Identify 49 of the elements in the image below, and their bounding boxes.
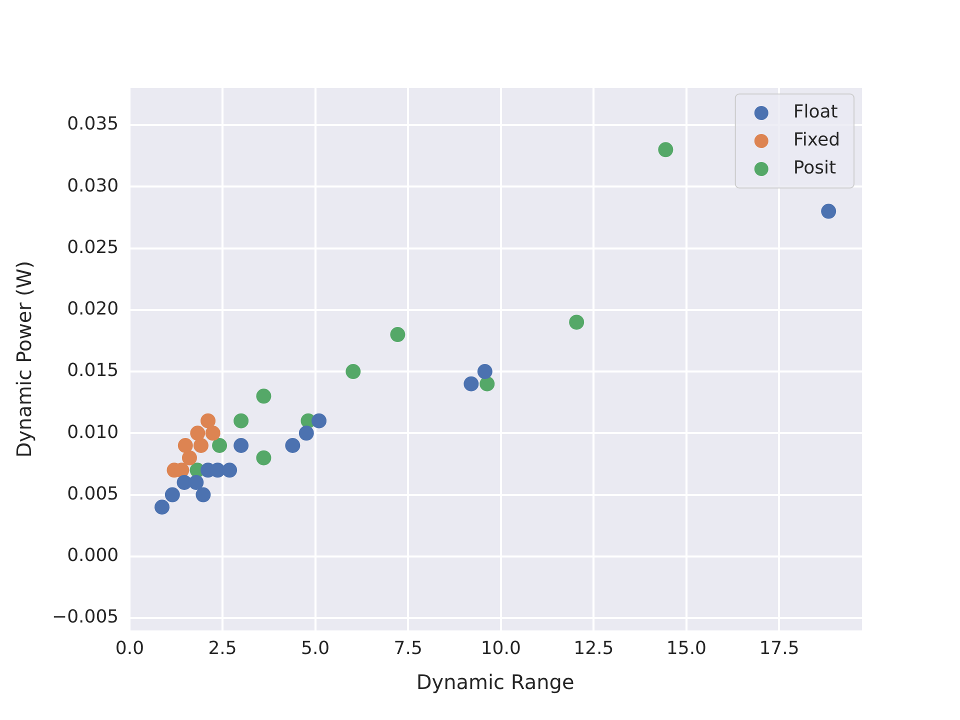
y-tick-label: 0.025	[67, 236, 119, 258]
point	[390, 327, 406, 342]
point	[154, 500, 170, 515]
point	[477, 364, 492, 380]
point	[658, 142, 674, 158]
y-tick-label: 0.010	[67, 422, 119, 443]
x-tick-label: 10.0	[480, 638, 521, 659]
point	[200, 413, 216, 428]
point	[464, 376, 479, 392]
point	[188, 474, 204, 490]
point	[205, 426, 220, 441]
x-tick-label: 17.5	[759, 638, 800, 659]
x-tick-label: 15.0	[666, 638, 706, 659]
point	[164, 487, 180, 502]
y-tick-label: −0.005	[52, 606, 119, 628]
point	[569, 314, 584, 330]
point	[212, 438, 228, 453]
point	[256, 388, 272, 404]
point	[312, 413, 327, 428]
x-tick-label: 12.5	[574, 638, 614, 659]
y-tick-label: 0.015	[67, 360, 119, 382]
x-tick-label: 0.0	[115, 638, 144, 659]
y-tick-label: 0.000	[67, 545, 119, 566]
point	[821, 204, 836, 219]
point	[346, 364, 361, 380]
point	[190, 426, 206, 441]
point	[234, 413, 249, 428]
point	[256, 450, 272, 466]
x-tick-label: 7.5	[394, 638, 422, 659]
point	[222, 462, 238, 478]
point	[182, 450, 197, 466]
point	[298, 426, 314, 441]
x-tick-label: 5.0	[300, 638, 330, 659]
legend-label: Float	[793, 102, 838, 123]
y-axis-title: Dynamic Power (W)	[12, 260, 36, 458]
y-tick-label: 0.005	[67, 483, 119, 504]
legend-label: Fixed	[793, 130, 840, 151]
y-tick-label: 0.020	[67, 298, 119, 320]
legend-label: Posit	[793, 158, 836, 179]
y-tick-label: 0.030	[67, 175, 119, 196]
point	[285, 438, 300, 453]
point	[196, 487, 211, 502]
point	[234, 438, 249, 453]
x-axis-title: Dynamic Range	[416, 670, 574, 694]
point	[193, 438, 208, 453]
point	[480, 376, 495, 392]
x-tick-label: 2.5	[208, 638, 237, 659]
point	[178, 438, 193, 453]
y-tick-label: 0.035	[67, 114, 119, 135]
